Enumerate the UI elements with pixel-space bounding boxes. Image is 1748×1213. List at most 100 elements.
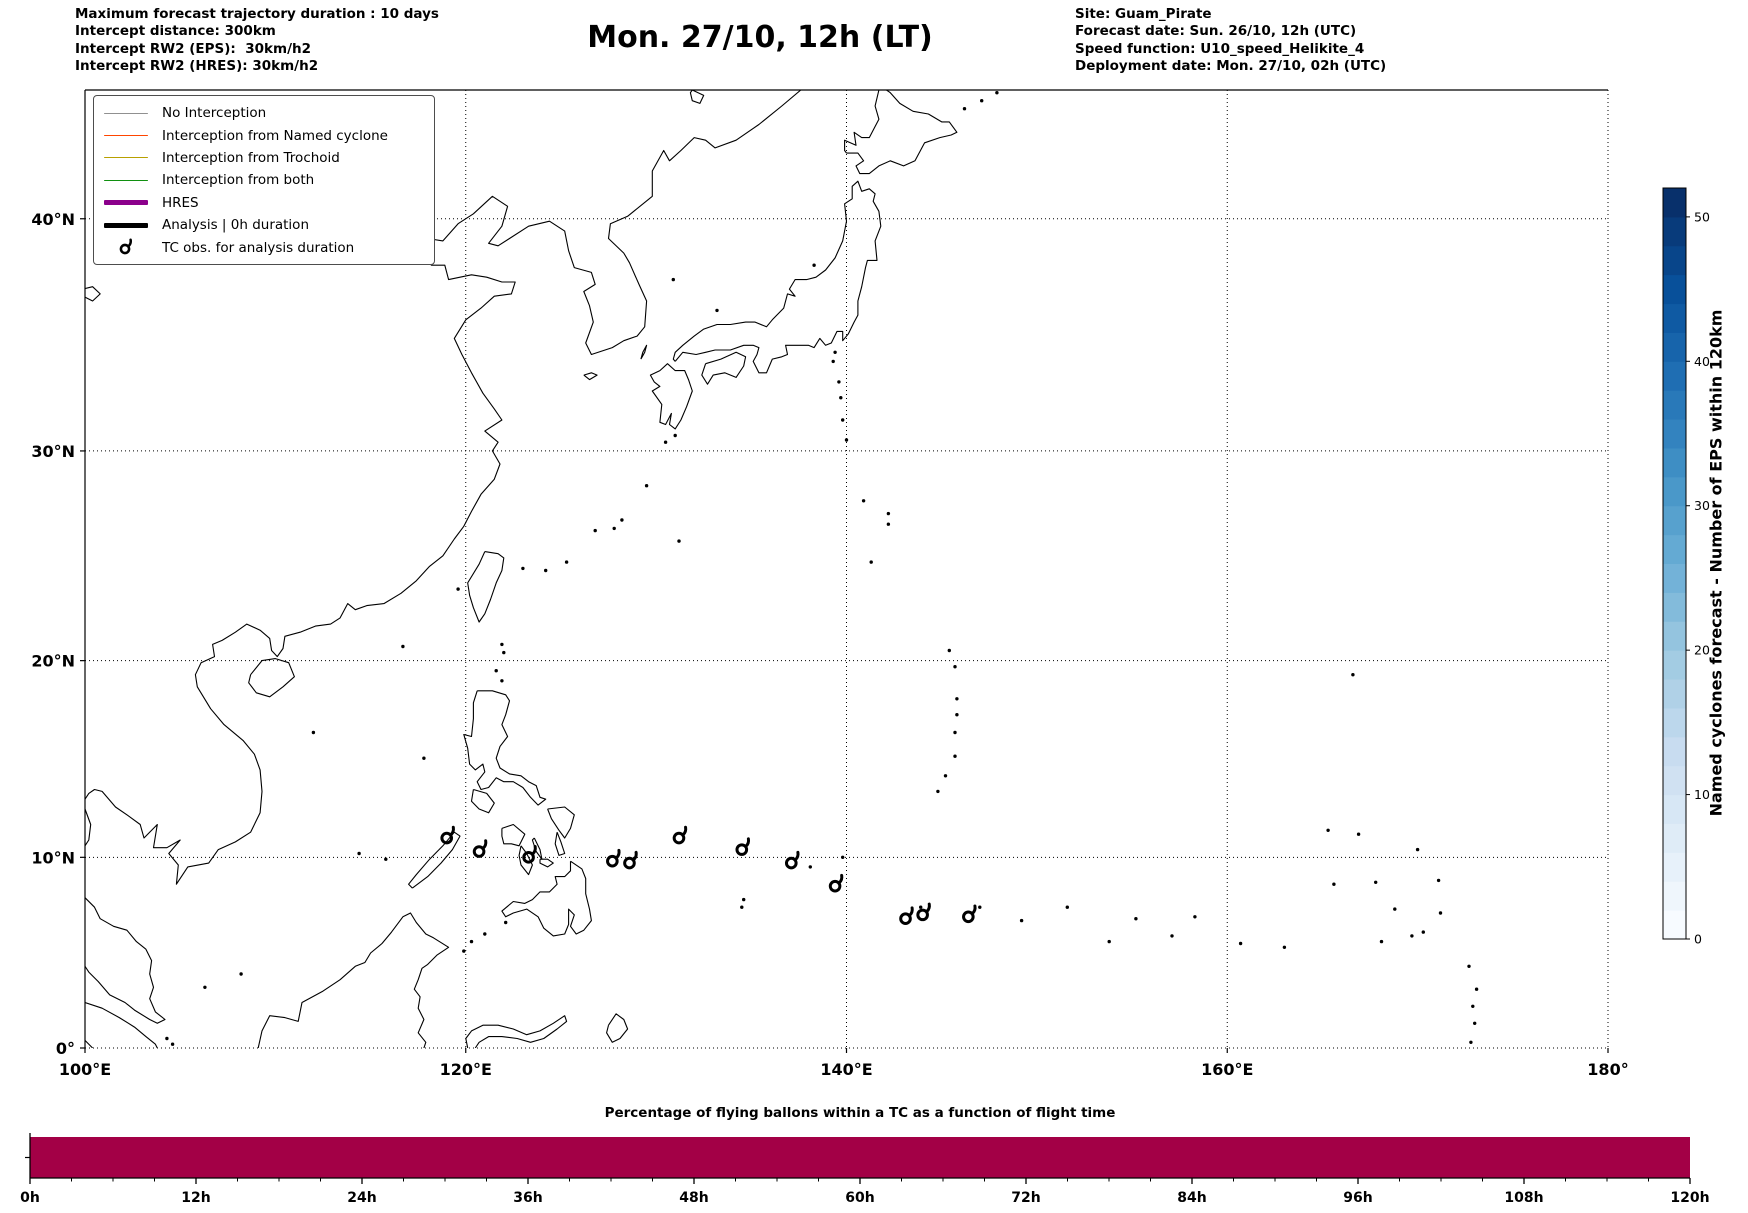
colorbar-step xyxy=(1663,910,1686,940)
island-dot xyxy=(1065,905,1070,909)
island-dot xyxy=(469,939,474,944)
coastline-path xyxy=(85,1040,93,1048)
coastline-path xyxy=(846,90,958,175)
colorbar-step xyxy=(1663,216,1686,247)
legend-item: TC obs. for analysis duration xyxy=(102,236,426,258)
bottom-x-tick-label: 24h xyxy=(347,1190,376,1206)
island-dot xyxy=(953,730,957,735)
x-tick-label: 160°E xyxy=(1201,1060,1253,1079)
coastline-path xyxy=(531,837,543,860)
island-dot xyxy=(740,905,744,909)
island-dot xyxy=(1326,828,1330,832)
island-dot xyxy=(953,665,957,669)
tc-marker-circle xyxy=(472,845,486,858)
colorbar-tick-label: 20 xyxy=(1694,643,1710,658)
legend-item-label: Interception from Trochoid xyxy=(162,149,340,166)
tc-marker-tail xyxy=(481,839,488,850)
forecast-date-text: Forecast date: Sun. 26/10, 12h (UTC) xyxy=(1075,23,1357,40)
island-dot xyxy=(936,789,940,794)
y-tick-label: 0° xyxy=(56,1039,75,1058)
island-dot xyxy=(808,865,812,869)
legend-item-label: Analysis | 0h duration xyxy=(162,217,309,234)
legend-line xyxy=(104,179,148,181)
island-dot xyxy=(955,713,959,717)
colorbar-step xyxy=(1663,621,1686,651)
island-dot xyxy=(500,642,504,647)
island-dot xyxy=(837,380,841,384)
tc-marker-tail xyxy=(632,850,638,862)
island-dot xyxy=(861,499,866,503)
island-dot xyxy=(677,539,681,543)
island-dot xyxy=(1438,911,1443,915)
colorbar-step xyxy=(1663,736,1686,767)
island-dot xyxy=(831,359,835,364)
colorbar-step xyxy=(1663,245,1686,276)
intercept-rw2-eps-text: Intercept RW2 (EPS): 30km/h2 xyxy=(75,40,311,57)
legend-line xyxy=(104,112,148,114)
island-dot xyxy=(812,263,816,267)
island-dot xyxy=(1282,945,1287,949)
colorbar-step xyxy=(1663,390,1686,420)
header-left-block: Maximum forecast trajectory duration : 1… xyxy=(75,6,439,76)
island-dot xyxy=(456,587,460,591)
coastline-path xyxy=(501,860,592,937)
colorbar-step xyxy=(1663,447,1686,478)
figure-title: Mon. 27/10, 12h (LT) xyxy=(587,20,933,55)
tc-marker-circle xyxy=(899,912,912,925)
x-tick-label: 140°E xyxy=(820,1060,872,1079)
tc-marker-tail xyxy=(615,848,621,860)
island-dot xyxy=(483,932,487,936)
island-dot xyxy=(886,522,891,526)
x-tick-label: 120°E xyxy=(440,1060,492,1079)
bottom-x-tick-label: 96h xyxy=(1343,1190,1372,1206)
island-dot xyxy=(886,511,891,516)
legend-line xyxy=(104,200,148,206)
island-dot xyxy=(671,277,675,282)
island-dot xyxy=(1379,939,1384,944)
island-dot xyxy=(504,920,508,925)
island-dot xyxy=(953,754,957,758)
island-dot xyxy=(943,774,948,778)
legend-line xyxy=(104,222,148,228)
bottom-x-tick-label: 72h xyxy=(1011,1190,1040,1206)
map-legend: No Interception Interception from Named c… xyxy=(93,95,435,265)
colorbar-step xyxy=(1663,650,1686,680)
island-dot xyxy=(833,350,837,354)
coastline-path xyxy=(606,1013,629,1043)
tc-marker-circle xyxy=(962,910,975,924)
colorbar-step xyxy=(1663,188,1686,218)
island-dot xyxy=(1474,987,1479,991)
legend-line-sample xyxy=(102,200,150,206)
coastline-path xyxy=(539,858,554,868)
tc-obs-icon xyxy=(119,238,133,254)
coastline-path xyxy=(85,897,166,1024)
intercept-distance-text: Intercept distance: 300km xyxy=(75,23,276,40)
coastline-path xyxy=(701,351,747,385)
island-dot xyxy=(1238,941,1243,946)
island-dot xyxy=(644,484,649,488)
legend-item: Interception from Trochoid xyxy=(102,147,426,169)
coastline-path xyxy=(85,286,101,302)
island-dot xyxy=(1436,878,1441,883)
coastline-path xyxy=(649,363,693,430)
island-dot xyxy=(1019,918,1024,923)
tc-obs-icon-glyph xyxy=(119,238,133,254)
map-spines xyxy=(84,89,1608,1048)
island-dot xyxy=(521,566,525,571)
colorbar: 0 10 20 30 40 50 xyxy=(1662,187,1710,947)
y-tick-label: 20°N xyxy=(31,652,75,671)
legend-tc-marker-sample xyxy=(102,238,150,258)
site-text: Site: Guam_Pirate xyxy=(1075,6,1212,22)
island-dot xyxy=(962,107,967,111)
island-dot xyxy=(620,518,624,522)
island-dot xyxy=(978,905,982,909)
bottom-x-tick-label: 84h xyxy=(1177,1190,1206,1206)
colorbar-step xyxy=(1663,274,1686,305)
legend-line xyxy=(104,135,148,137)
island-dot xyxy=(165,1036,169,1041)
bottom-x-tick-label: 120h xyxy=(1670,1190,1709,1206)
coastline-path xyxy=(554,831,566,856)
colorbar-step xyxy=(1663,563,1686,593)
tc-marker-tail xyxy=(925,902,931,913)
